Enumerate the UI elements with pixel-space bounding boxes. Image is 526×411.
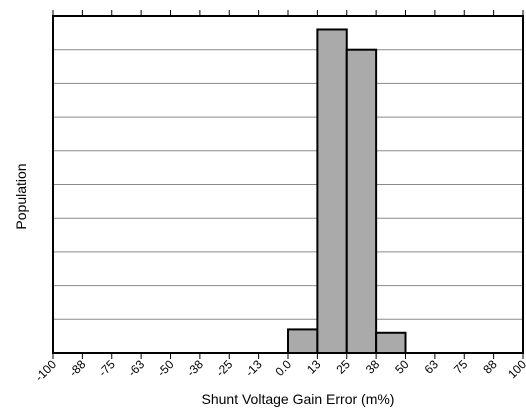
plot-frame [52, 15, 524, 354]
x-tick-label: -88 [66, 357, 88, 379]
histogram-bars [287, 28, 407, 355]
x-tick-label: -25 [213, 357, 235, 379]
x-tick-label: 25 [334, 357, 354, 377]
x-tick-label: 75 [451, 357, 471, 377]
x-tick-label: -13 [243, 357, 265, 379]
x-tick-label: -100 [32, 357, 59, 384]
x-tick-label: 50 [392, 357, 412, 377]
y-axis-title: Population [13, 163, 29, 229]
x-tick-label: 63 [422, 357, 442, 377]
x-tick-label: 100 [505, 357, 526, 381]
x-tick-label: -75 [96, 357, 118, 379]
x-tick-label: 13 [304, 357, 324, 377]
x-axis-title: Shunt Voltage Gain Error (m%) [202, 391, 395, 407]
y-gridlines [53, 49, 523, 320]
x-tick-label: -38 [184, 357, 206, 379]
histogram-bar [345, 48, 378, 354]
x-tick-label: 0.0 [272, 357, 294, 379]
x-tick-label: 88 [480, 357, 500, 377]
histogram-bar [375, 331, 407, 354]
x-tick-label: -50 [154, 357, 176, 379]
histogram-bar [287, 328, 319, 355]
x-tick-labels: -100 -88 -75 -63 -50 -38 -25 -13 0.0 13 25 38 50 63 75… [32, 357, 526, 384]
histogram-bar [316, 28, 348, 354]
x-tick-label: -63 [125, 357, 147, 379]
x-tick-label: 38 [363, 357, 383, 377]
